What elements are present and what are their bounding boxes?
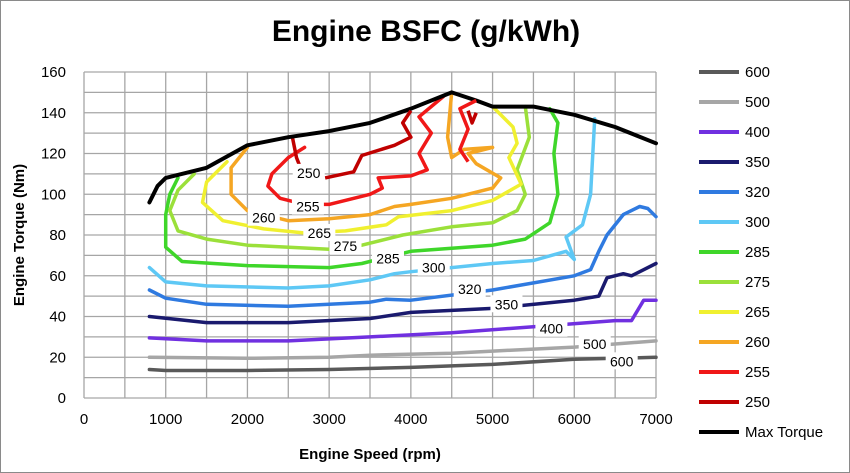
contour-label-260: 260 <box>252 210 276 226</box>
series-line-250-segment <box>466 110 478 125</box>
contour-label-bg <box>490 295 523 313</box>
y-tick-label: 20 <box>49 349 66 366</box>
y-tick-label: 60 <box>49 268 66 285</box>
contour-label-255: 255 <box>296 198 320 214</box>
contour-label-bg <box>292 163 325 181</box>
contour-label-600: 600 <box>610 353 634 369</box>
series-line-350 <box>147 261 658 325</box>
y-axis-label: Engine Torque (Nm) <box>11 164 28 306</box>
series-line-265 <box>200 104 523 235</box>
series-line-255-segment <box>458 98 477 163</box>
series-line-600 <box>147 355 658 373</box>
series-lines <box>147 90 658 373</box>
x-tick-label: 0 <box>80 411 88 428</box>
tick-labels: 0 1000 2000 3000 4000 5000 6000 7000 0 20 40 60 80 10… <box>41 64 673 428</box>
contour-label-bg <box>303 223 336 241</box>
legend-label: 300 <box>745 214 770 231</box>
contour-label-400: 400 <box>540 321 564 337</box>
series-line-max-torque <box>147 90 658 205</box>
x-tick-label: 3000 <box>312 411 345 428</box>
legend-label: 260 <box>745 334 770 351</box>
legend-label: 350 <box>745 154 770 171</box>
contour-label-bg <box>371 249 404 267</box>
x-tick-label: 7000 <box>639 411 672 428</box>
legend-label: 600 <box>745 64 770 81</box>
y-tick-label: 80 <box>49 227 66 244</box>
x-axis-label: Engine Speed (rpm) <box>299 446 441 463</box>
x-tick-label: 2000 <box>231 411 264 428</box>
series-line-500 <box>147 339 658 361</box>
chart-title: Engine BSFC (g/kWh) <box>272 15 580 48</box>
series-line-260 <box>229 90 503 223</box>
legend-label: 265 <box>745 304 770 321</box>
legend-label: Max Torque <box>745 424 823 441</box>
contour-label-285: 285 <box>376 250 400 266</box>
y-tick-label: 0 <box>58 390 66 407</box>
contour-label-320: 320 <box>458 281 482 297</box>
series-line-320 <box>147 204 658 309</box>
legend-label: 320 <box>745 184 770 201</box>
legend-label: 275 <box>745 274 770 291</box>
contour-label-bg <box>329 237 362 255</box>
contour-label-275: 275 <box>334 238 358 254</box>
contour-label-350: 350 <box>495 296 519 312</box>
series-line-300 <box>147 117 597 290</box>
x-tick-label: 1000 <box>149 411 182 428</box>
y-tick-label: 140 <box>41 105 66 122</box>
series-line-400 <box>147 298 658 343</box>
x-tick-label: 5000 <box>476 411 509 428</box>
contour-label-bg <box>247 208 280 226</box>
contour-label-bg <box>535 319 568 337</box>
contour-label-500: 500 <box>583 336 607 352</box>
contour-label-265: 265 <box>308 225 332 241</box>
y-tick-label: 160 <box>41 64 66 81</box>
legend-label: 255 <box>745 364 770 381</box>
contour-label-bg <box>578 335 611 353</box>
y-tick-label: 40 <box>49 309 66 326</box>
legend-label: 400 <box>745 124 770 141</box>
series-line-250-segment <box>324 109 413 180</box>
contour-label-bg <box>417 258 450 276</box>
legend-label: 500 <box>745 94 770 111</box>
y-tick-label: 100 <box>41 186 66 203</box>
contour-label-bg <box>291 197 324 215</box>
x-tick-label: 4000 <box>394 411 427 428</box>
legend-label: 285 <box>745 244 770 261</box>
y-tick-label: 120 <box>41 146 66 163</box>
contour-label-300: 300 <box>422 260 446 276</box>
contour-label-bg <box>453 279 486 297</box>
contour-label-bg <box>605 352 638 370</box>
legend: 600 500 400 350 320 300 285 275 265 260 255 250 Max … <box>699 64 823 441</box>
contour-label-250: 250 <box>297 165 321 181</box>
legend-label: 250 <box>745 394 770 411</box>
x-tick-label: 6000 <box>558 411 591 428</box>
series-line-255 <box>266 94 446 207</box>
